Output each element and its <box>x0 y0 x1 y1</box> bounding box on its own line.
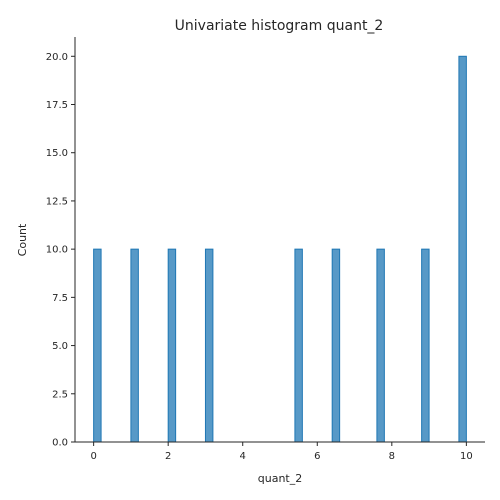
x-tick-label-4: 8 <box>389 451 395 462</box>
histogram-bar-7 <box>421 248 430 443</box>
y-axis-ticks: 0.0 2.5 5.0 7.5 10.0 12.5 15.0 17.5 20.0 <box>46 52 75 449</box>
y-tick-label-8: 20.0 <box>46 52 68 63</box>
histogram-bar-2 <box>167 248 177 443</box>
bars-group <box>93 55 467 443</box>
histogram-bar-0 <box>93 248 102 443</box>
y-tick-label-3: 7.5 <box>52 293 68 304</box>
x-tick-label-1: 2 <box>165 451 171 462</box>
y-tick-label-7: 17.5 <box>46 100 68 111</box>
y-axis-label: Count <box>16 223 29 256</box>
x-tick-label-0: 0 <box>90 451 96 462</box>
histogram-bar-8 <box>458 55 467 443</box>
histogram-bar-4 <box>294 248 303 443</box>
y-tick-label-2: 5.0 <box>52 341 68 352</box>
y-tick-label-6: 15.0 <box>46 148 68 159</box>
chart-title: Univariate histogram quant_2 <box>175 18 384 34</box>
x-axis-label: quant_2 <box>258 472 302 485</box>
x-tick-label-2: 4 <box>240 451 246 462</box>
y-tick-label-1: 2.5 <box>52 389 68 400</box>
x-tick-label-5: 10 <box>460 451 473 462</box>
histogram-bar-6 <box>376 248 385 443</box>
x-tick-label-3: 6 <box>314 451 320 462</box>
histogram-bar-5 <box>331 248 341 443</box>
histogram-bar-1 <box>130 248 139 443</box>
y-tick-label-5: 12.5 <box>46 196 68 207</box>
histogram-bar-3 <box>204 248 214 443</box>
y-tick-label-0: 0.0 <box>52 438 68 449</box>
y-tick-label-4: 10.0 <box>46 245 68 256</box>
x-axis-ticks: 0 2 4 6 8 10 <box>90 442 473 462</box>
